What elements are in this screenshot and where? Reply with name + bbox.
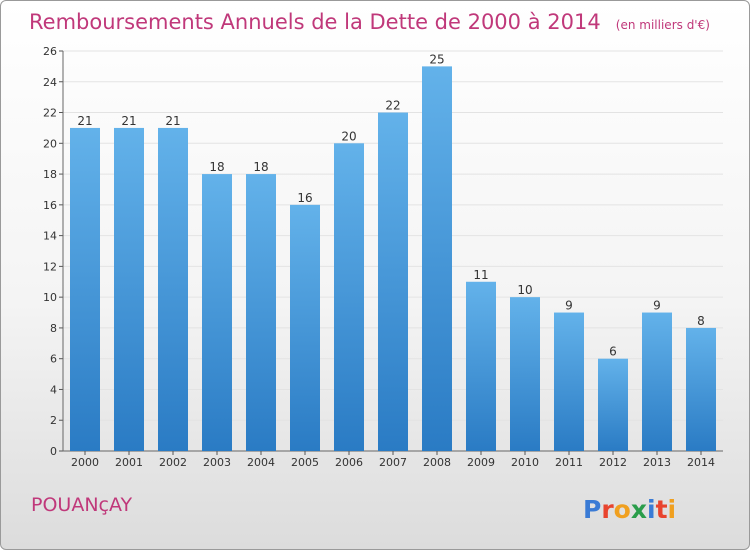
- data-label: 9: [565, 299, 573, 313]
- proxiti-logo: Proxiti: [583, 495, 676, 524]
- y-tick-label: 26: [43, 45, 57, 58]
- data-label: 16: [297, 191, 312, 205]
- bar: [158, 127, 188, 451]
- chart-title-unit: (en milliers d'€): [616, 18, 710, 32]
- chart-title-main: Remboursements Annuels de la Dette de 20…: [29, 10, 601, 34]
- bar: [378, 112, 408, 452]
- bar: [422, 66, 452, 451]
- data-label: 18: [253, 160, 268, 174]
- data-label: 21: [77, 114, 92, 128]
- x-tick-label: 2010: [511, 456, 539, 469]
- data-label: 22: [385, 99, 400, 113]
- x-tick-label: 2008: [423, 456, 451, 469]
- bar: [334, 143, 364, 452]
- x-tick-label: 2006: [335, 456, 363, 469]
- y-tick-label: 22: [43, 107, 57, 120]
- x-tick-label: 2009: [467, 456, 495, 469]
- bar: [202, 174, 232, 452]
- y-tick-label: 6: [50, 353, 57, 366]
- data-label: 8: [697, 314, 705, 328]
- bar: [290, 204, 320, 451]
- y-tick-label: 4: [50, 383, 57, 396]
- y-tick-label: 16: [43, 199, 57, 212]
- logo-letter: t: [656, 495, 668, 524]
- y-tick-label: 2: [50, 414, 57, 427]
- data-label: 20: [341, 129, 356, 143]
- x-tick-label: 2004: [247, 456, 275, 469]
- x-tick-label: 2013: [643, 456, 671, 469]
- logo-letter: r: [601, 495, 614, 524]
- x-tick-label: 2000: [71, 456, 99, 469]
- x-tick-label: 2001: [115, 456, 143, 469]
- x-tick-label: 2003: [203, 456, 231, 469]
- y-tick-label: 14: [43, 230, 57, 243]
- bar: [554, 312, 584, 451]
- y-tick-label: 24: [43, 76, 57, 89]
- bar: [642, 312, 672, 451]
- bar: [70, 127, 100, 451]
- y-tick-label: 20: [43, 137, 57, 150]
- logo-letter: i: [668, 495, 677, 524]
- logo-letter: P: [583, 495, 601, 524]
- bar: [246, 174, 276, 452]
- x-tick-label: 2005: [291, 456, 319, 469]
- chart-title: Remboursements Annuels de la Dette de 20…: [29, 10, 710, 34]
- x-tick-label: 2007: [379, 456, 407, 469]
- data-label: 6: [609, 345, 617, 359]
- plot-area: 0246810121416182022242621200021200121200…: [43, 45, 723, 469]
- data-label: 10: [517, 283, 532, 297]
- x-tick-label: 2012: [599, 456, 627, 469]
- y-tick-label: 0: [50, 445, 57, 458]
- bar: [466, 281, 496, 451]
- logo-letter: x: [631, 495, 647, 524]
- data-label: 21: [121, 114, 136, 128]
- logo-letter: o: [614, 495, 631, 524]
- x-tick-label: 2002: [159, 456, 187, 469]
- bar: [114, 127, 144, 451]
- data-label: 21: [165, 114, 180, 128]
- bar: [686, 327, 716, 451]
- data-label: 9: [653, 299, 661, 313]
- data-label: 25: [429, 52, 444, 66]
- logo-letter: i: [647, 495, 656, 524]
- bar: [598, 358, 628, 451]
- x-tick-label: 2011: [555, 456, 583, 469]
- data-label: 11: [473, 268, 488, 282]
- y-tick-label: 18: [43, 168, 57, 181]
- commune-name: POUANçAY: [31, 494, 132, 516]
- data-label: 18: [209, 160, 224, 174]
- y-tick-label: 8: [50, 322, 57, 335]
- bar: [510, 297, 540, 451]
- y-tick-label: 10: [43, 291, 57, 304]
- x-tick-label: 2014: [687, 456, 715, 469]
- y-tick-label: 12: [43, 260, 57, 273]
